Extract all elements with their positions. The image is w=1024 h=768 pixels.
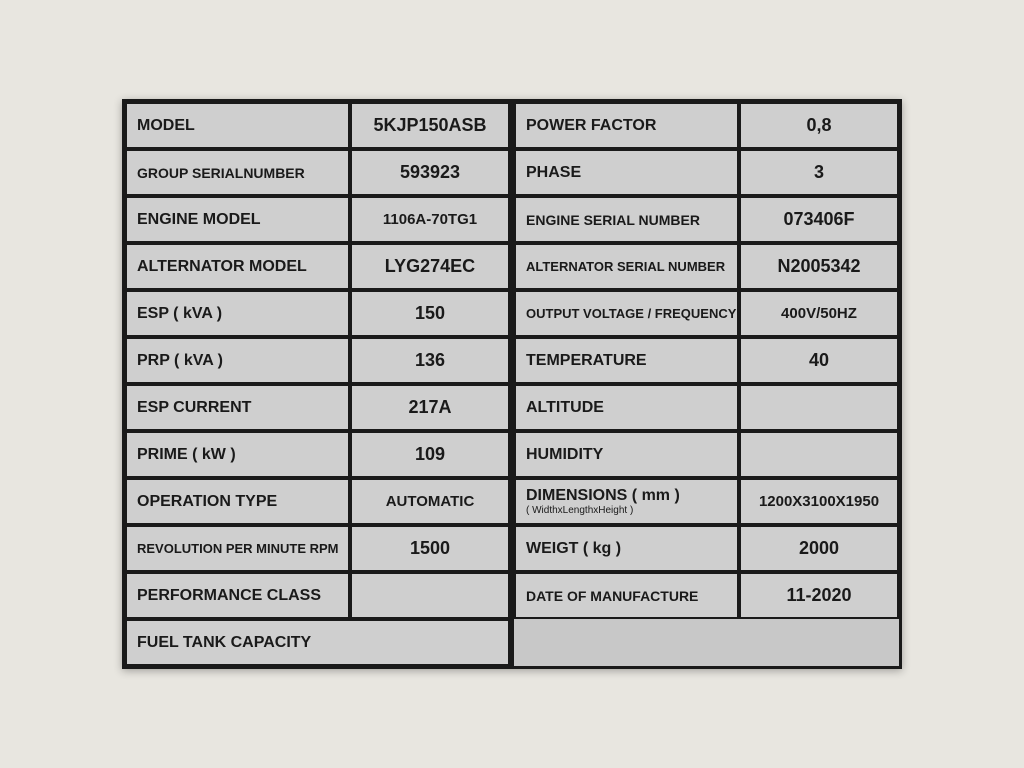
- label-altitude: ALTITUDE: [514, 384, 739, 431]
- value-output-voltage: 400V/50HZ: [739, 290, 899, 337]
- spec-row: ENGINE SERIAL NUMBER 073406F: [514, 196, 899, 243]
- spec-row: ALTITUDE: [514, 384, 899, 431]
- label-humidity: HUMIDITY: [514, 431, 739, 478]
- spec-row: MODEL 5KJP150ASB: [125, 102, 510, 149]
- spec-row: ESP ( kVA ) 150: [125, 290, 510, 337]
- label-engine-model: ENGINE MODEL: [125, 196, 350, 243]
- value-power-factor: 0,8: [739, 102, 899, 149]
- spec-row: PRIME ( kW ) 109: [125, 431, 510, 478]
- value-date-manufacture: 11-2020: [739, 572, 899, 619]
- label-alternator-model: ALTERNATOR MODEL: [125, 243, 350, 290]
- label-phase: PHASE: [514, 149, 739, 196]
- value-prime-kw: 109: [350, 431, 510, 478]
- label-fuel-tank: FUEL TANK CAPACITY: [125, 619, 510, 666]
- value-engine-serial: 073406F: [739, 196, 899, 243]
- spec-row: PHASE 3: [514, 149, 899, 196]
- value-engine-model: 1106A-70TG1: [350, 196, 510, 243]
- spec-row: PRP ( kVA ) 136: [125, 337, 510, 384]
- spec-row: HUMIDITY: [514, 431, 899, 478]
- spec-row: PERFORMANCE CLASS: [125, 572, 510, 619]
- spec-row: ENGINE MODEL 1106A-70TG1: [125, 196, 510, 243]
- value-esp-kva: 150: [350, 290, 510, 337]
- value-phase: 3: [739, 149, 899, 196]
- spec-row: ALTERNATOR SERIAL NUMBER N2005342: [514, 243, 899, 290]
- label-prp-kva: PRP ( kVA ): [125, 337, 350, 384]
- value-humidity: [739, 431, 899, 478]
- label-performance-class: PERFORMANCE CLASS: [125, 572, 350, 619]
- spec-row: WEIGT ( kg ) 2000: [514, 525, 899, 572]
- value-prp-kva: 136: [350, 337, 510, 384]
- value-operation-type: AUTOMATIC: [350, 478, 510, 525]
- spec-row: GROUP SERIALNUMBER 593923: [125, 149, 510, 196]
- left-column: MODEL 5KJP150ASB GROUP SERIALNUMBER 5939…: [125, 102, 514, 666]
- dimensions-sub: ( WidthxLengthxHeight ): [526, 505, 680, 516]
- spec-row: ESP CURRENT 217A: [125, 384, 510, 431]
- label-esp-kva: ESP ( kVA ): [125, 290, 350, 337]
- value-performance-class: [350, 572, 510, 619]
- label-model: MODEL: [125, 102, 350, 149]
- value-altitude: [739, 384, 899, 431]
- label-temperature: TEMPERATURE: [514, 337, 739, 384]
- spec-row: TEMPERATURE 40: [514, 337, 899, 384]
- value-model: 5KJP150ASB: [350, 102, 510, 149]
- label-weight: WEIGT ( kg ): [514, 525, 739, 572]
- spec-row: POWER FACTOR 0,8: [514, 102, 899, 149]
- value-group-serial: 593923: [350, 149, 510, 196]
- right-column: POWER FACTOR 0,8 PHASE 3 ENGINE SERIAL N…: [514, 102, 899, 666]
- label-power-factor: POWER FACTOR: [514, 102, 739, 149]
- nameplate: MODEL 5KJP150ASB GROUP SERIALNUMBER 5939…: [122, 99, 902, 669]
- label-dimensions: DIMENSIONS ( mm ) ( WidthxLengthxHeight …: [514, 478, 739, 525]
- spec-row: ALTERNATOR MODEL LYG274EC: [125, 243, 510, 290]
- label-group-serial: GROUP SERIALNUMBER: [125, 149, 350, 196]
- dimensions-main: DIMENSIONS ( mm ): [526, 487, 680, 505]
- value-weight: 2000: [739, 525, 899, 572]
- label-date-manufacture: DATE OF MANUFACTURE: [514, 572, 739, 619]
- label-alternator-serial: ALTERNATOR SERIAL NUMBER: [514, 243, 739, 290]
- label-prime-kw: PRIME ( kW ): [125, 431, 350, 478]
- label-esp-current: ESP CURRENT: [125, 384, 350, 431]
- label-operation-type: OPERATION TYPE: [125, 478, 350, 525]
- value-alternator-model: LYG274EC: [350, 243, 510, 290]
- spec-row: DIMENSIONS ( mm ) ( WidthxLengthxHeight …: [514, 478, 899, 525]
- spec-row: OPERATION TYPE AUTOMATIC: [125, 478, 510, 525]
- value-esp-current: 217A: [350, 384, 510, 431]
- label-rpm: REVOLUTION PER MINUTE RPM: [125, 525, 350, 572]
- value-dimensions: 1200X3100X1950: [739, 478, 899, 525]
- label-engine-serial: ENGINE SERIAL NUMBER: [514, 196, 739, 243]
- label-output-voltage: OUTPUT VOLTAGE / FREQUENCY: [514, 290, 739, 337]
- spec-row: REVOLUTION PER MINUTE RPM 1500: [125, 525, 510, 572]
- spec-row: FUEL TANK CAPACITY: [125, 619, 510, 666]
- value-temperature: 40: [739, 337, 899, 384]
- spec-row: OUTPUT VOLTAGE / FREQUENCY 400V/50HZ: [514, 290, 899, 337]
- value-rpm: 1500: [350, 525, 510, 572]
- spec-row: DATE OF MANUFACTURE 11-2020: [514, 572, 899, 619]
- value-alternator-serial: N2005342: [739, 243, 899, 290]
